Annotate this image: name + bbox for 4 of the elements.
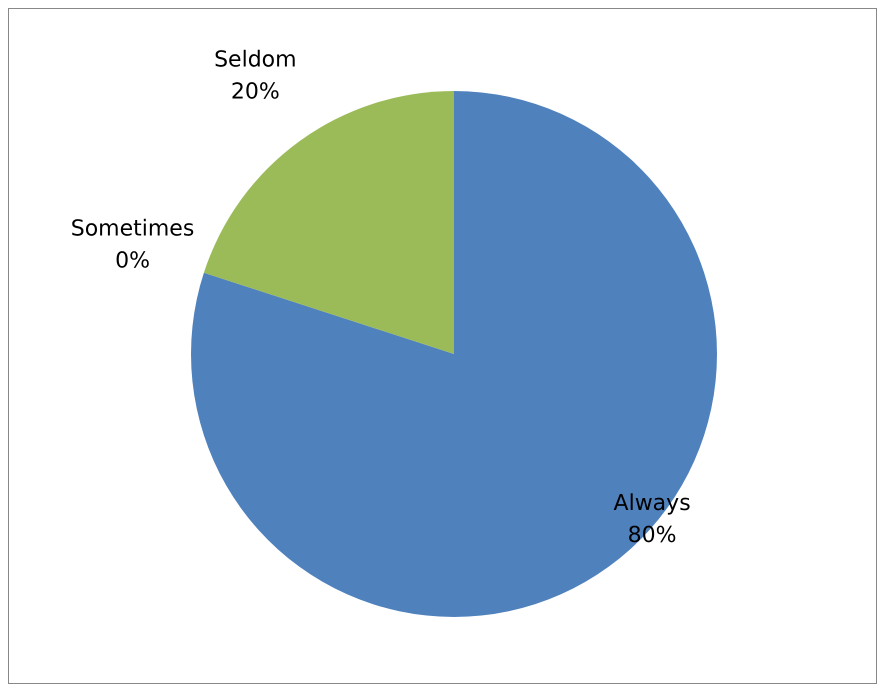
slice-label: Seldom	[214, 48, 297, 73]
text: 0%	[115, 248, 150, 274]
category-label: Sometimes	[70, 216, 194, 242]
data-label: 20%	[230, 80, 280, 105]
